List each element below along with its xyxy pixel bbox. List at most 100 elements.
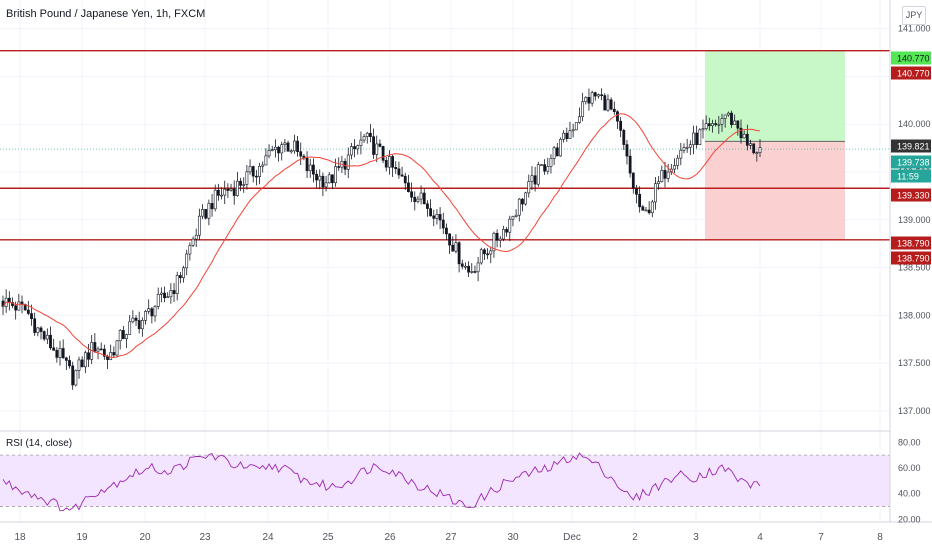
candle-body bbox=[505, 229, 509, 233]
candle-body bbox=[99, 348, 103, 351]
candle-body bbox=[745, 133, 749, 146]
candle-body bbox=[245, 171, 249, 185]
candle-body bbox=[410, 191, 413, 198]
candle-body bbox=[688, 144, 692, 148]
candle-body bbox=[71, 365, 75, 386]
candle-body bbox=[641, 206, 645, 211]
candle-body bbox=[121, 330, 125, 340]
candle-body bbox=[704, 123, 708, 130]
candle-body bbox=[125, 334, 128, 340]
candle-body bbox=[153, 306, 157, 317]
candle-body bbox=[14, 305, 18, 311]
candle-body bbox=[30, 313, 33, 320]
candle-body bbox=[521, 198, 524, 205]
candle-body bbox=[267, 150, 271, 157]
price-tick-label: 138.000 bbox=[898, 310, 931, 320]
candle-body bbox=[758, 147, 762, 153]
candle-body bbox=[502, 229, 505, 240]
price-tag-bg bbox=[891, 169, 931, 183]
candle-body bbox=[150, 308, 154, 317]
candle-body bbox=[277, 146, 280, 154]
candle-body bbox=[115, 340, 119, 356]
candle-body bbox=[264, 155, 268, 166]
candle-body bbox=[381, 146, 385, 161]
price-tick-label: 137.000 bbox=[898, 406, 931, 416]
candle-body bbox=[628, 155, 632, 174]
candle-body bbox=[584, 97, 588, 103]
candle-body bbox=[280, 144, 284, 154]
candle-body bbox=[229, 188, 233, 191]
candle-body bbox=[346, 154, 350, 170]
candle-body bbox=[131, 317, 135, 323]
candle-body bbox=[172, 290, 176, 294]
candle-body bbox=[315, 173, 318, 181]
currency-button[interactable]: JPY bbox=[902, 6, 926, 25]
candle-body bbox=[384, 160, 388, 168]
candle-body bbox=[479, 249, 483, 264]
candle-body bbox=[714, 123, 718, 126]
candle-body bbox=[324, 182, 328, 188]
price-tag-label: 138.790 bbox=[897, 254, 930, 264]
candle-body bbox=[749, 143, 752, 146]
target-zone bbox=[705, 50, 845, 142]
candle-body bbox=[166, 296, 170, 299]
candle-body bbox=[321, 175, 325, 188]
candle-body bbox=[144, 311, 147, 321]
price-tag-bg bbox=[891, 188, 931, 202]
candle-body bbox=[711, 123, 714, 127]
candle-body bbox=[169, 290, 173, 298]
candle-body bbox=[736, 120, 740, 129]
candle-body bbox=[742, 133, 746, 139]
candle-body bbox=[197, 215, 201, 236]
candle-body bbox=[695, 132, 699, 145]
candle-body bbox=[511, 216, 515, 220]
candle-body bbox=[362, 136, 366, 141]
rsi-tick-label: 20.00 bbox=[898, 514, 921, 524]
candle-body bbox=[36, 327, 40, 333]
candle-body bbox=[536, 164, 540, 185]
candle-body bbox=[565, 132, 569, 139]
price-tag-label: 139.821 bbox=[897, 142, 930, 152]
candle-body bbox=[109, 352, 113, 360]
candle-body bbox=[625, 144, 629, 157]
candle-body bbox=[457, 242, 461, 265]
candle-body bbox=[638, 194, 642, 208]
candle-body bbox=[251, 166, 255, 177]
candle-body bbox=[492, 232, 496, 252]
candle-body bbox=[356, 145, 360, 150]
moving-average-line bbox=[2, 113, 761, 359]
candle-body bbox=[378, 143, 382, 147]
candle-body bbox=[707, 123, 711, 127]
candle-body bbox=[644, 209, 648, 212]
candle-body bbox=[7, 297, 11, 303]
price-tag-label: 140.770 bbox=[897, 69, 930, 79]
candle-body bbox=[733, 120, 737, 125]
time-tick-label: 8 bbox=[877, 532, 883, 543]
candle-body bbox=[657, 181, 661, 184]
price-tag-label: 139.738 bbox=[897, 158, 930, 168]
candle-body bbox=[261, 164, 265, 167]
candle-body bbox=[590, 92, 594, 104]
candle-body bbox=[419, 192, 423, 200]
candle-body bbox=[283, 142, 287, 145]
price-tick-label: 137.500 bbox=[898, 358, 931, 368]
candle-body bbox=[296, 140, 299, 152]
candle-body bbox=[292, 140, 296, 152]
candle-body bbox=[701, 128, 705, 131]
price-tick-label: 140.000 bbox=[898, 119, 931, 129]
candle-body bbox=[201, 209, 204, 217]
candle-body bbox=[555, 147, 559, 157]
time-tick-label: 19 bbox=[76, 532, 88, 543]
candle-body bbox=[273, 146, 277, 150]
candle-body bbox=[318, 175, 322, 181]
time-tick-label: 26 bbox=[384, 532, 396, 543]
time-tick-label: 7 bbox=[818, 532, 824, 543]
candle-body bbox=[571, 129, 575, 132]
price-tag-bg bbox=[891, 155, 931, 169]
candle-body bbox=[616, 111, 619, 122]
candle-body bbox=[289, 150, 293, 153]
price-tag-bg bbox=[891, 51, 931, 65]
candle-body bbox=[334, 166, 337, 184]
